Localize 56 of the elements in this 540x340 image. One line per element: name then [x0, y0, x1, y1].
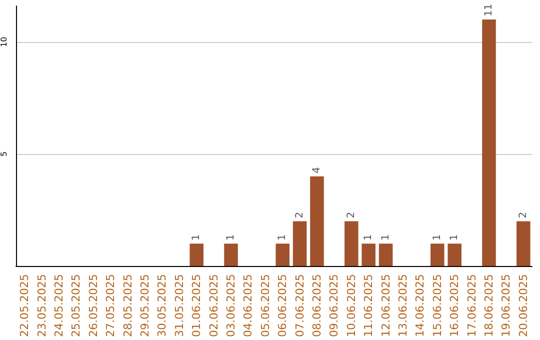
x-tick-label: 16.06.2025 [448, 274, 462, 338]
x-tick-label: 02.06.2025 [207, 274, 220, 338]
data-label: 2 [518, 212, 529, 218]
y-tick-label: 5 [0, 151, 8, 156]
x-tick-label: 19.06.2025 [500, 274, 513, 338]
data-label: 1 [277, 234, 288, 241]
x-tick-label: 07.06.2025 [293, 274, 306, 338]
data-label: 2 [346, 212, 357, 218]
data-label: 1 [363, 234, 374, 241]
x-tick-label: 06.06.2025 [276, 274, 290, 338]
bar [310, 176, 324, 266]
x-tick-label: 18.06.2025 [482, 274, 496, 338]
data-label: 1 [191, 234, 202, 241]
bar [362, 244, 376, 266]
bar [448, 244, 462, 266]
y-tick-label: 10 [0, 36, 8, 47]
bar [378, 244, 393, 266]
x-tick-label: 31.05.2025 [172, 274, 186, 338]
x-tick-label: 15.06.2025 [430, 274, 444, 338]
x-tick-label: 17.06.2025 [465, 274, 478, 338]
x-tick-label: 03.06.2025 [224, 274, 238, 338]
bar [224, 244, 238, 266]
x-tick-label: 09.06.2025 [328, 274, 341, 338]
bar [482, 19, 496, 266]
x-tick-label: 08.06.2025 [310, 274, 324, 338]
x-tick-label: 28.05.2025 [121, 274, 134, 338]
x-tick-label: 05.06.2025 [258, 274, 272, 338]
x-tick-label: 13.06.2025 [396, 274, 410, 338]
data-label: 4 [312, 166, 322, 174]
data-label: 1 [380, 234, 392, 241]
x-tick-label: 12.06.2025 [379, 274, 392, 338]
x-tick-label: 04.06.2025 [242, 274, 255, 338]
x-tick-label: 10.06.2025 [344, 274, 358, 338]
bar [292, 221, 307, 266]
x-tick-label: 26.05.2025 [86, 274, 100, 338]
data-label: 11 [484, 4, 494, 16]
bar [430, 244, 444, 266]
bar [344, 221, 358, 266]
x-tick-label: 25.05.2025 [70, 274, 83, 338]
data-label: 1 [226, 234, 236, 241]
x-tick-label: 20.06.2025 [516, 274, 530, 338]
x-tick-label: 23.05.2025 [35, 274, 48, 338]
x-tick-label: 11.06.2025 [362, 274, 376, 338]
bar [190, 244, 204, 266]
bar [276, 244, 290, 266]
x-tick-label: 22.05.2025 [18, 274, 32, 338]
x-tick-label: 27.05.2025 [104, 274, 118, 338]
x-tick-label: 24.05.2025 [52, 274, 66, 338]
x-tick-label: 30.05.2025 [156, 274, 169, 338]
x-tick-label: 29.05.2025 [138, 274, 152, 338]
data-label: 2 [294, 212, 306, 218]
bar [516, 221, 530, 266]
x-tick-label: 01.06.2025 [190, 274, 204, 338]
data-label: 1 [432, 234, 443, 241]
x-tick-label: 14.06.2025 [414, 274, 427, 338]
data-label: 1 [449, 234, 460, 241]
